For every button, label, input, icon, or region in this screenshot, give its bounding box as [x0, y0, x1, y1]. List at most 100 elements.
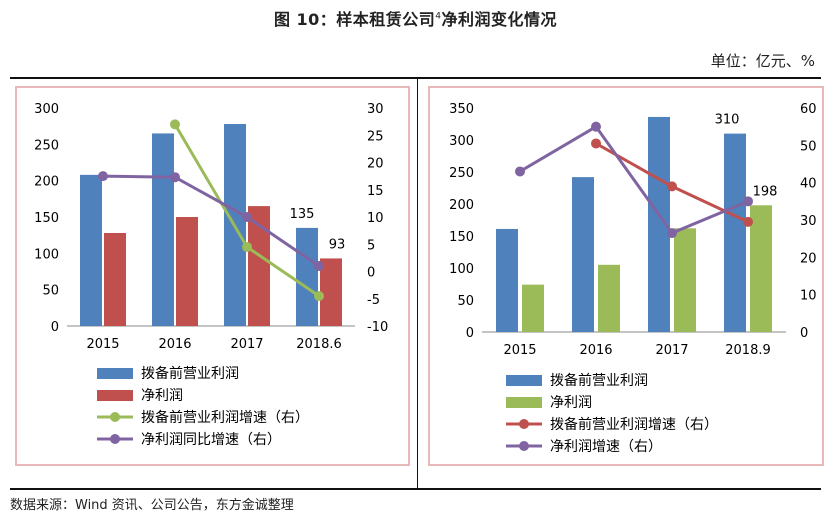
line-point [591, 121, 601, 132]
legend-swatch [97, 368, 133, 379]
line-point [170, 172, 180, 183]
bar-net-profit [320, 258, 342, 326]
legend-label: 净利润 [550, 395, 592, 411]
line-point [667, 181, 677, 192]
y-tick-label: 200 [34, 175, 59, 190]
y2-tick-label: 20 [800, 251, 817, 266]
y-tick-label: 100 [34, 247, 59, 262]
unit-label: 单位：亿元、% [710, 52, 815, 70]
y2-tick-label: 0 [367, 266, 375, 281]
x-tick-label: 2018.6 [296, 337, 342, 352]
x-tick-label: 2016 [158, 337, 191, 352]
x-tick-label: 2017 [230, 337, 263, 352]
data-label: 310 [715, 113, 740, 128]
figure-title: 图 10：样本租赁公司4净利润变化情况 [0, 6, 831, 30]
x-tick-label: 2018.9 [725, 343, 771, 358]
bar-pre-provision [80, 174, 102, 326]
bar-pre-provision [724, 133, 746, 332]
legend-label: 拨备前营业利润增速（右） [550, 416, 718, 433]
y-tick-label: 0 [466, 326, 474, 341]
y2-tick-label: 15 [367, 184, 384, 199]
bar-pre-provision [648, 116, 670, 333]
line-point [743, 216, 753, 227]
bar-net-profit [248, 206, 270, 326]
bar-pre-provision [152, 133, 174, 326]
legend-swatch-marker [519, 441, 529, 451]
line-point [314, 291, 324, 302]
y-tick-label: 0 [51, 320, 59, 335]
series-line [519, 124, 749, 235]
legend-swatch-marker [519, 419, 529, 429]
legend-label: 净利润增速（右） [550, 439, 662, 455]
y2-tick-label: 30 [800, 214, 817, 229]
y2-tick-label: 60 [800, 102, 817, 117]
bar-net-profit [104, 232, 126, 326]
bar-pre-provision [572, 177, 594, 332]
y2-tick-label: 30 [367, 102, 384, 117]
series-line [102, 174, 320, 268]
line-point [98, 171, 108, 182]
y-tick-label: 200 [449, 198, 474, 213]
x-tick-label: 2015 [503, 343, 536, 358]
legend-swatch [506, 375, 542, 386]
bar-pre-provision [296, 227, 318, 326]
y2-tick-label: -10 [367, 320, 388, 335]
y2-tick-label: -5 [367, 293, 380, 308]
title-text: 图 10：样本租赁公司 [273, 10, 436, 29]
x-tick-label: 2016 [579, 343, 612, 358]
y-tick-label: 150 [449, 230, 474, 245]
y-tick-label: 50 [42, 284, 59, 299]
y2-tick-label: 0 [800, 326, 808, 341]
line-point [591, 138, 601, 149]
data-label: 93 [329, 237, 346, 252]
bar-net-profit [674, 228, 696, 332]
data-label: 135 [290, 207, 315, 222]
y2-tick-label: 25 [367, 129, 384, 144]
y-tick-label: 250 [449, 166, 474, 181]
y-tick-label: 150 [34, 211, 59, 226]
right-chart: 0 50 100 150 200 250 300 350 0 10 20 30 40 50 60 2015 20… [428, 86, 824, 466]
y-tick-label: 50 [457, 294, 474, 309]
line-point [170, 119, 180, 130]
legend-swatch-marker [110, 412, 120, 422]
y2-tick-label: 10 [367, 211, 384, 226]
y-tick-label: 300 [34, 102, 59, 117]
line-point [743, 196, 753, 207]
legend-swatch-marker [110, 434, 120, 444]
y-tick-label: 350 [449, 102, 474, 117]
bar-net-profit [750, 205, 772, 332]
y2-tick-label: 50 [800, 139, 817, 154]
line-point [667, 228, 677, 239]
y2-tick-label: 5 [367, 238, 375, 253]
legend-label: 拨备前营业利润 [550, 372, 648, 389]
y2-tick-label: 10 [800, 289, 817, 304]
x-tick-label: 2017 [655, 343, 688, 358]
line-point [242, 241, 252, 252]
title-tail: 净利润变化情况 [441, 10, 558, 29]
x-tick-label: 2015 [86, 337, 119, 352]
top-rule [10, 77, 821, 79]
line-point [515, 166, 525, 177]
left-chart: 0 50 100 150 200 250 300 -10 -5 0 5 10 15 20 25 30 2015 2… [15, 86, 410, 466]
legend-label: 拨备前营业利润 [141, 365, 239, 382]
bar-net-profit [598, 264, 620, 332]
data-label: 198 [753, 184, 778, 199]
legend-label: 净利润 [141, 388, 183, 404]
line-point [314, 261, 324, 272]
legend-label: 拨备前营业利润增速（右） [141, 409, 309, 426]
y-tick-label: 100 [449, 262, 474, 277]
line-point [242, 212, 252, 222]
legend-swatch [506, 397, 542, 408]
chart-frame [15, 86, 410, 466]
y-tick-label: 300 [449, 134, 474, 149]
y2-tick-label: 40 [800, 177, 817, 192]
y-tick-label: 250 [34, 138, 59, 153]
bar-net-profit [176, 217, 198, 326]
bar-pre-provision [496, 228, 518, 332]
legend-label: 净利润同比增速（右） [141, 432, 281, 448]
legend-swatch [97, 390, 133, 401]
source-note: 数据来源：Wind 资讯、公司公告，东方金诚整理 [10, 498, 294, 513]
bar-net-profit [522, 284, 544, 332]
bottom-rule [10, 488, 821, 490]
y2-tick-label: 20 [367, 157, 384, 172]
